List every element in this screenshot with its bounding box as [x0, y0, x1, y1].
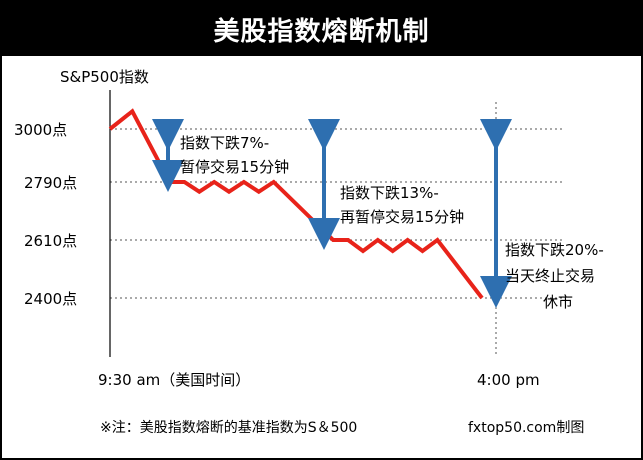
annotation-20pct-line3: 休市 [543, 293, 573, 311]
x-tick-end: 4:00 pm [477, 371, 540, 389]
y-tick-2400: 2400点 [24, 290, 77, 308]
annotation-13pct-line2: 再暂停交易15分钟 [340, 208, 464, 226]
y-tick-3000: 3000点 [14, 121, 67, 139]
y-tick-2610: 2610点 [24, 232, 77, 250]
y-axis-label: S&P500指数 [60, 68, 149, 86]
title-bar: 美股指数熔断机制 [2, 2, 641, 56]
y-tick-2790: 2790点 [24, 174, 77, 192]
credit: fxtop50.com制图 [468, 420, 584, 436]
x-tick-start: 9:30 am（美国时间） [98, 371, 250, 389]
annotation-7pct-line2: 暂停交易15分钟 [180, 158, 289, 176]
chart-title: 美股指数熔断机制 [213, 16, 430, 47]
annotation-20pct-line1: 指数下跌20%- [505, 241, 604, 259]
index-line [108, 108, 484, 300]
annotation-7pct-line1: 指数下跌7%- [180, 134, 269, 152]
annotation-20pct-line2: 当天终止交易 [505, 267, 595, 285]
footnote: ※注：美股指数熔断的基准指数为S＆500 [100, 419, 357, 436]
annotation-13pct-line1: 指数下跌13%- [340, 184, 439, 202]
